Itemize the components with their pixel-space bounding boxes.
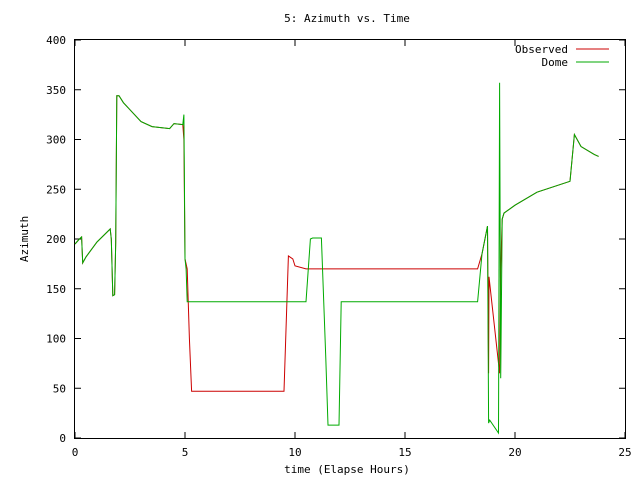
- x-axis-label: time (Elapse Hours): [284, 463, 410, 476]
- series-line-observed: [74, 95, 599, 392]
- axis-ticks: 0 50 100 150 200 250 300 350 400 0 5 10 15 20 25: [46, 34, 632, 459]
- x-tick-label: 20: [508, 446, 521, 459]
- plot-frame: [74, 39, 626, 439]
- y-tick-label: 150: [46, 283, 66, 296]
- series-line-dome: [74, 82, 599, 435]
- y-tick-label: 300: [46, 134, 66, 147]
- y-tick-label: 100: [46, 333, 66, 346]
- y-tick-label: 250: [46, 183, 66, 196]
- legend-label-dome: Dome: [542, 56, 569, 69]
- x-tick-label: 10: [288, 446, 301, 459]
- y-tick-label: 0: [59, 432, 66, 445]
- x-tick-label: 5: [182, 446, 189, 459]
- y-tick-label: 400: [46, 34, 66, 47]
- x-tick-label: 25: [618, 446, 631, 459]
- chart-title: 5: Azimuth vs. Time: [284, 12, 410, 25]
- y-tick-label: 50: [53, 382, 66, 395]
- series-lines: [74, 82, 599, 435]
- legend-label-observed: Observed: [515, 43, 568, 56]
- y-tick-label: 350: [46, 84, 66, 97]
- x-tick-label: 15: [398, 446, 411, 459]
- x-tick-label: 0: [72, 446, 79, 459]
- y-tick-label: 200: [46, 233, 66, 246]
- y-axis-label: Azimuth: [18, 216, 31, 262]
